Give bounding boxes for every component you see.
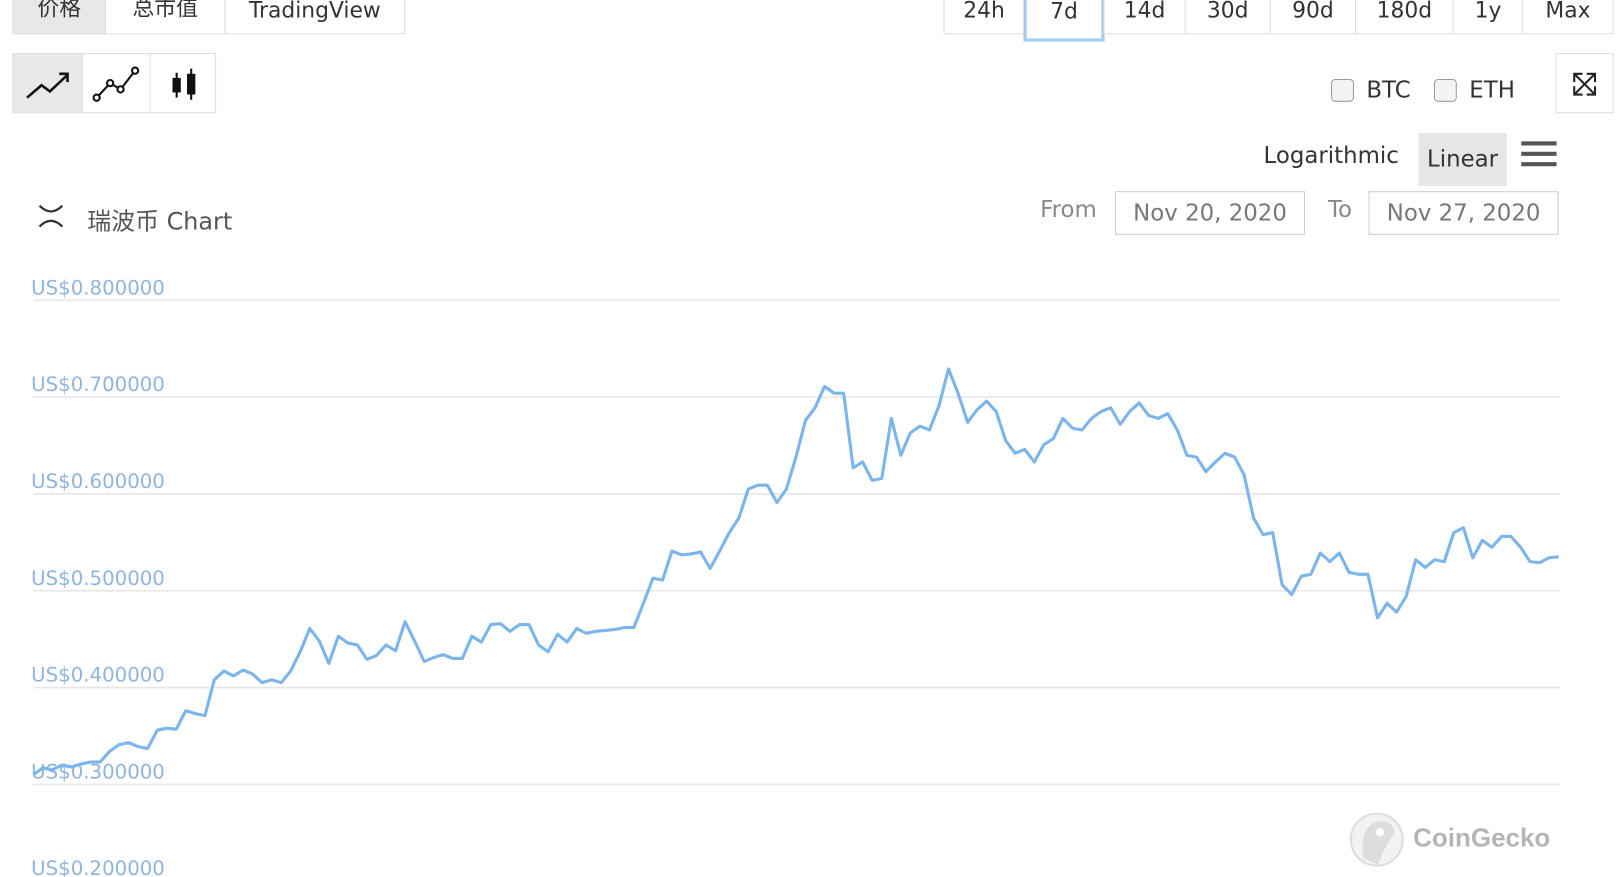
- tab[interactable]: 价格: [12, 0, 106, 35]
- range-button[interactable]: 30d: [1184, 0, 1271, 35]
- tab[interactable]: 总市值: [104, 0, 226, 35]
- range-button[interactable]: 90d: [1269, 0, 1357, 35]
- xrp-icon: [38, 204, 64, 228]
- tab[interactable]: TradingView: [224, 0, 406, 35]
- checkbox[interactable]: [1331, 78, 1354, 102]
- scale-option[interactable]: Linear: [1418, 133, 1507, 186]
- fullscreen-button[interactable]: [1555, 52, 1614, 114]
- menu-icon[interactable]: [1519, 139, 1558, 170]
- scale-option[interactable]: Logarithmic: [1263, 143, 1399, 170]
- candlestick-button[interactable]: [149, 54, 217, 113]
- point-chart-button[interactable]: [82, 54, 151, 113]
- line-icon: [26, 72, 69, 99]
- chart-type-group: [12, 52, 217, 114]
- line-chart-button[interactable]: [13, 54, 83, 113]
- checkbox[interactable]: [1433, 78, 1457, 102]
- compare-label: BTC: [1366, 77, 1411, 104]
- y-tick-label: US$0.800000: [31, 276, 165, 299]
- watermark-logo: [1349, 812, 1404, 867]
- y-tick-label: US$0.400000: [31, 664, 165, 687]
- compare-label: ETH: [1469, 77, 1515, 104]
- range-button[interactable]: 14d: [1103, 0, 1186, 35]
- chart-title: 瑞波币 Chart: [87, 208, 233, 236]
- range-button[interactable]: Max: [1522, 0, 1614, 35]
- expand-icon: [1573, 72, 1597, 96]
- from-date[interactable]: Nov 20, 2020: [1114, 191, 1306, 235]
- price-line: [32, 367, 1559, 776]
- y-tick-label: US$0.200000: [31, 857, 165, 877]
- range-button[interactable]: 7d: [1023, 0, 1105, 42]
- y-tick-label: US$0.500000: [31, 567, 165, 590]
- point-icon: [92, 66, 140, 102]
- range-button[interactable]: 180d: [1354, 0, 1454, 35]
- to-date[interactable]: Nov 27, 2020: [1368, 191, 1559, 235]
- y-tick-label: US$0.300000: [31, 760, 165, 783]
- watermark: CoinGecko: [1413, 822, 1550, 852]
- y-tick-label: US$0.700000: [31, 373, 165, 396]
- y-tick-label: US$0.600000: [31, 470, 165, 493]
- from-label: From: [1040, 197, 1097, 224]
- to-label: To: [1327, 197, 1353, 224]
- range-button[interactable]: 1y: [1452, 0, 1524, 35]
- candle-icon: [172, 68, 196, 100]
